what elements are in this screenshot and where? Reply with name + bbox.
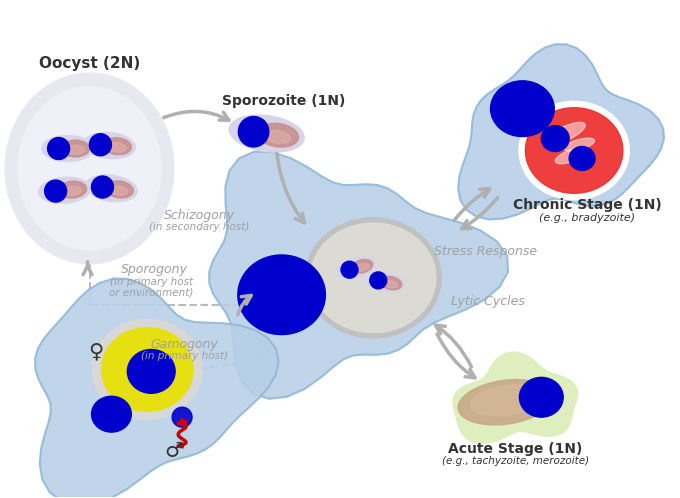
Text: Sporozoite (1N): Sporozoite (1N) xyxy=(222,94,345,108)
Ellipse shape xyxy=(127,350,175,393)
Ellipse shape xyxy=(108,143,126,152)
Polygon shape xyxy=(35,279,279,498)
Text: Acute Stage (1N): Acute Stage (1N) xyxy=(448,442,583,456)
Ellipse shape xyxy=(39,177,90,203)
Text: ♂: ♂ xyxy=(165,441,184,461)
Ellipse shape xyxy=(520,103,628,198)
Text: Oocyst (2N): Oocyst (2N) xyxy=(39,56,140,71)
Polygon shape xyxy=(209,152,508,399)
Ellipse shape xyxy=(257,124,299,147)
Ellipse shape xyxy=(63,186,82,196)
Text: Chronic Stage (1N): Chronic Stage (1N) xyxy=(513,198,662,212)
Ellipse shape xyxy=(356,263,369,271)
Text: Stress Response: Stress Response xyxy=(434,246,537,258)
Text: or environment): or environment) xyxy=(109,288,193,298)
Ellipse shape xyxy=(229,115,304,152)
Ellipse shape xyxy=(370,272,387,289)
Text: Schizogony: Schizogony xyxy=(163,209,235,222)
Ellipse shape xyxy=(305,218,441,338)
Ellipse shape xyxy=(384,280,398,288)
Ellipse shape xyxy=(265,130,291,143)
Text: Gamogony: Gamogony xyxy=(150,338,218,351)
Ellipse shape xyxy=(19,88,160,249)
Ellipse shape xyxy=(103,138,131,155)
Ellipse shape xyxy=(92,320,202,419)
Ellipse shape xyxy=(352,259,373,273)
Ellipse shape xyxy=(555,147,589,164)
Ellipse shape xyxy=(545,123,585,145)
Ellipse shape xyxy=(172,407,192,427)
Ellipse shape xyxy=(490,81,554,136)
Ellipse shape xyxy=(526,108,623,193)
Text: Lytic Cycles: Lytic Cycles xyxy=(451,295,524,308)
Ellipse shape xyxy=(58,181,86,198)
Ellipse shape xyxy=(92,396,131,432)
Ellipse shape xyxy=(92,176,114,198)
Ellipse shape xyxy=(458,379,553,425)
Ellipse shape xyxy=(520,377,563,417)
Ellipse shape xyxy=(110,186,128,195)
Ellipse shape xyxy=(366,271,405,292)
Text: (in primary host): (in primary host) xyxy=(141,352,228,362)
Ellipse shape xyxy=(67,145,84,154)
Ellipse shape xyxy=(105,181,133,198)
Ellipse shape xyxy=(311,223,436,333)
Ellipse shape xyxy=(86,175,137,202)
Ellipse shape xyxy=(341,261,358,278)
Ellipse shape xyxy=(8,76,171,261)
Ellipse shape xyxy=(337,257,375,279)
Text: Sporogony: Sporogony xyxy=(121,263,188,276)
Ellipse shape xyxy=(48,137,69,159)
Ellipse shape xyxy=(470,384,545,416)
Ellipse shape xyxy=(90,134,112,156)
Ellipse shape xyxy=(45,180,67,202)
Text: ♀: ♀ xyxy=(88,342,103,362)
Ellipse shape xyxy=(564,138,594,151)
Ellipse shape xyxy=(541,125,569,151)
Ellipse shape xyxy=(41,135,94,161)
Text: (in secondary host): (in secondary host) xyxy=(149,222,249,232)
Ellipse shape xyxy=(239,117,269,147)
Text: (e.g., bradyzoite): (e.g., bradyzoite) xyxy=(539,213,635,223)
Polygon shape xyxy=(458,44,664,220)
Ellipse shape xyxy=(101,328,193,411)
Text: (in primary host: (in primary host xyxy=(109,277,193,287)
Text: (e.g., tachyzoite, merozoite): (e.g., tachyzoite, merozoite) xyxy=(442,456,589,466)
Ellipse shape xyxy=(61,140,90,157)
Ellipse shape xyxy=(84,132,135,158)
Ellipse shape xyxy=(380,276,402,290)
Ellipse shape xyxy=(569,146,595,170)
Ellipse shape xyxy=(238,255,325,335)
Polygon shape xyxy=(452,352,579,444)
